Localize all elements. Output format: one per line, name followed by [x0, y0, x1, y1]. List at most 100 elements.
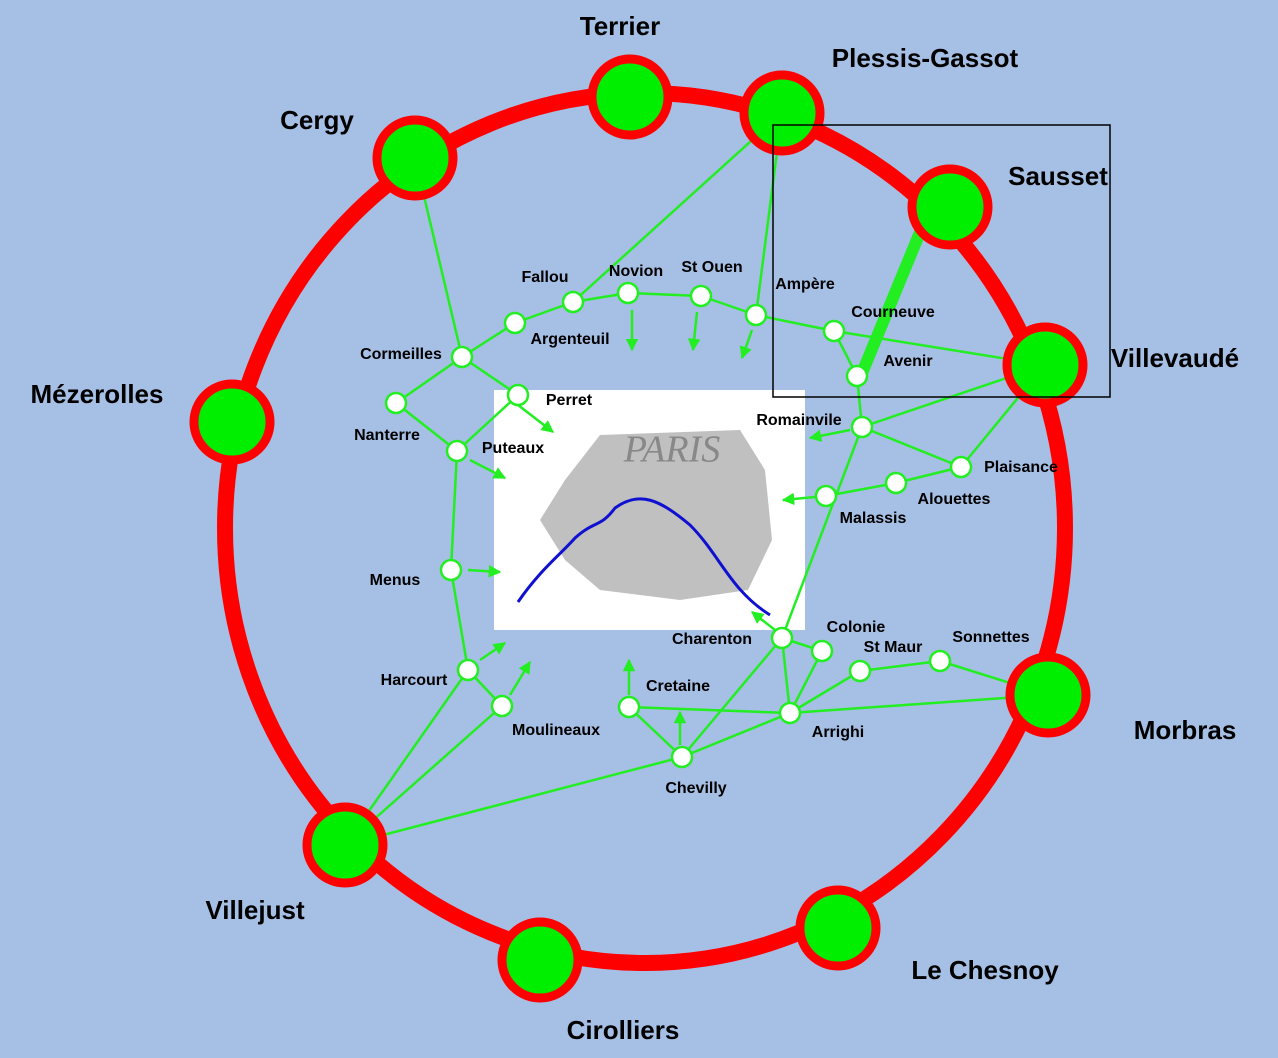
minor-node: [814, 484, 838, 508]
minor-node: [456, 658, 480, 682]
major-node: [1002, 322, 1088, 408]
minor-node-label: Arrighi: [812, 724, 864, 741]
edge: [789, 693, 1049, 715]
major-node-label: Cirolliers: [567, 1015, 680, 1045]
major-node: [302, 802, 388, 888]
edge: [861, 425, 962, 469]
minor-node: [810, 639, 834, 663]
minor-node-label: Harcourt: [381, 672, 448, 689]
minor-node: [744, 303, 768, 327]
minor-node: [450, 345, 474, 369]
minor-node: [616, 281, 640, 305]
edge: [456, 394, 519, 452]
minor-node-label: Colonie: [827, 619, 886, 636]
minor-node: [506, 383, 530, 407]
minor-node-label: St Ouen: [681, 259, 742, 276]
minor-node: [848, 659, 872, 683]
paris-shape: [540, 430, 772, 600]
arrow: [508, 660, 532, 696]
edge: [780, 637, 792, 714]
minor-node-label: Courneuve: [851, 304, 935, 321]
nodes: Terrier Plessis-Gassot Sausset Villevaudé Mo…: [31, 11, 1240, 1045]
minor-node: [503, 311, 527, 335]
edge: [859, 659, 941, 673]
minor-node: [770, 626, 794, 650]
minor-node: [445, 439, 469, 463]
minor-node: [439, 558, 463, 582]
minor-node: [822, 319, 846, 343]
minor-node: [949, 455, 973, 479]
edge: [449, 569, 470, 671]
minor-node-label: Alouettes: [918, 491, 991, 508]
minor-node: [490, 694, 514, 718]
major-node: [372, 115, 458, 201]
arrow: [751, 611, 776, 631]
major-node-label: Morbras: [1134, 715, 1237, 745]
arrow: [781, 492, 816, 506]
minor-node: [928, 649, 952, 673]
minor-node: [561, 290, 585, 314]
edge: [627, 291, 702, 298]
minor-node-label: Plaisance: [984, 459, 1058, 476]
minor-node-label: Charenton: [672, 631, 752, 648]
major-node-label: Le Chesnoy: [911, 955, 1059, 985]
arrow: [517, 404, 554, 433]
arrow: [808, 428, 851, 442]
edge: [681, 637, 783, 758]
major-node-label: Mézerolles: [31, 379, 164, 409]
minor-node-label: Cretaine: [646, 678, 710, 695]
edge: [344, 755, 683, 847]
minor-node-label: Romainvile: [756, 412, 841, 429]
edge: [395, 355, 463, 405]
minor-node: [850, 415, 874, 439]
major-node-label: Cergy: [280, 105, 354, 135]
minor-node: [778, 701, 802, 725]
arrow: [467, 565, 502, 578]
minor-node-label: Perret: [546, 392, 593, 409]
highlight-edge: [854, 222, 929, 381]
minor-node-label: Puteaux: [482, 440, 544, 457]
minor-node-label: Chevilly: [665, 780, 726, 797]
arrow: [739, 329, 754, 360]
minor-node-label: Nanterre: [354, 427, 420, 444]
major-node: [189, 379, 275, 465]
edge: [789, 669, 861, 715]
edge: [461, 355, 519, 397]
minor-node-label: Moulineaux: [512, 722, 600, 739]
edge: [449, 450, 459, 571]
minor-node: [384, 391, 408, 415]
minor-node-label: Ampère: [775, 276, 835, 293]
minor-node: [617, 695, 641, 719]
minor-node-label: Cormeilles: [360, 346, 442, 363]
selection-box: [772, 124, 1111, 398]
edge: [755, 313, 835, 333]
minor-node-label: Argenteuil: [530, 331, 609, 348]
major-node-label: Villejust: [205, 895, 305, 925]
edge: [788, 650, 824, 714]
edge: [628, 706, 683, 758]
major-node-label: Villevaudé: [1111, 343, 1239, 373]
minor-node: [689, 284, 713, 308]
edge: [681, 711, 791, 759]
edge: [572, 112, 783, 303]
minor-node-label: Malassis: [840, 510, 907, 527]
minor-node-label: St Maur: [864, 639, 923, 656]
minor-node-label: Sonnettes: [952, 629, 1029, 646]
major-node: [907, 164, 993, 250]
minor-node-label: Novion: [609, 263, 663, 280]
minor-node-label: Avenir: [883, 353, 932, 370]
major-node: [587, 54, 673, 140]
arrow: [687, 311, 701, 352]
edge: [628, 705, 791, 715]
river: [516, 497, 771, 617]
major-node-label: Plessis-Gassot: [832, 43, 1019, 73]
edge: [395, 402, 458, 452]
major-node-label: Terrier: [580, 11, 660, 41]
arrow: [469, 458, 507, 480]
minor-node-label: Menus: [370, 572, 421, 589]
major-node: [795, 885, 881, 971]
edge: [780, 426, 864, 639]
arrow: [479, 641, 507, 662]
paris-label: PARIS: [623, 429, 720, 471]
